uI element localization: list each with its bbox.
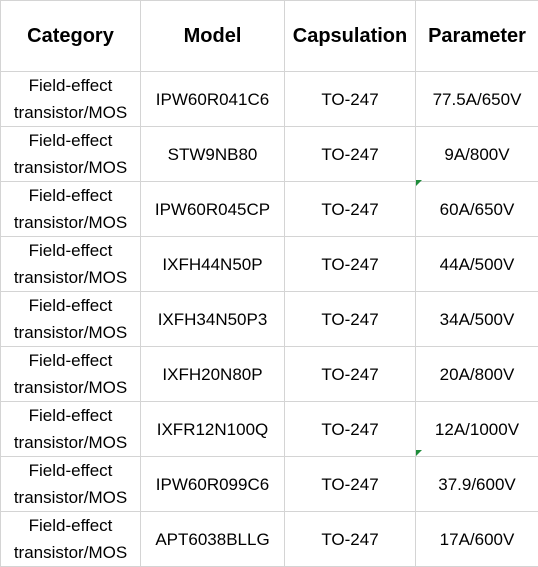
table-cell: 44A/500V — [416, 237, 538, 292]
table-cell: TO-247 — [285, 512, 416, 567]
table-cell: TO-247 — [285, 292, 416, 347]
header-cell: Category — [1, 1, 141, 72]
table-cell: Field-effect transistor/MOS — [1, 512, 141, 567]
table-cell: Field-effect transistor/MOS — [1, 292, 141, 347]
table-cell: IXFR12N100Q — [141, 402, 285, 457]
table-cell: 60A/650V — [416, 182, 538, 237]
header-cell: Parameter — [416, 1, 538, 72]
table-cell: TO-247 — [285, 72, 416, 127]
table-cell: TO-247 — [285, 402, 416, 457]
table-cell: APT6038BLLG — [141, 512, 285, 567]
table-cell: Field-effect transistor/MOS — [1, 72, 141, 127]
table-cell: TO-247 — [285, 182, 416, 237]
table-cell: TO-247 — [285, 237, 416, 292]
table-cell: IXFH34N50P3 — [141, 292, 285, 347]
table-cell: 20A/800V — [416, 347, 538, 402]
table-cell: 9A/800V — [416, 127, 538, 182]
table-cell: TO-247 — [285, 457, 416, 512]
table-cell: IPW60R099C6 — [141, 457, 285, 512]
table-cell: Field-effect transistor/MOS — [1, 457, 141, 512]
table-cell: TO-247 — [285, 347, 416, 402]
cell-marker — [416, 180, 422, 186]
header-cell: Capsulation — [285, 1, 416, 72]
table-cell: Field-effect transistor/MOS — [1, 182, 141, 237]
table-cell: Field-effect transistor/MOS — [1, 237, 141, 292]
table-cell: STW9NB80 — [141, 127, 285, 182]
table-cell: 77.5A/650V — [416, 72, 538, 127]
table-cell: Field-effect transistor/MOS — [1, 402, 141, 457]
table-cell: TO-247 — [285, 127, 416, 182]
table-cell: Field-effect transistor/MOS — [1, 347, 141, 402]
table-cell: IPW60R041C6 — [141, 72, 285, 127]
table-cell: 17A/600V — [416, 512, 538, 567]
table-cell: 37.9/600V — [416, 457, 538, 512]
table-cell: 12A/1000V — [416, 402, 538, 457]
header-cell: Model — [141, 1, 285, 72]
table-cell: IXFH20N80P — [141, 347, 285, 402]
table-cell: Field-effect transistor/MOS — [1, 127, 141, 182]
table-cell: 34A/500V — [416, 292, 538, 347]
cell-marker — [416, 450, 422, 456]
table-cell: IXFH44N50P — [141, 237, 285, 292]
table-cell: IPW60R045CP — [141, 182, 285, 237]
